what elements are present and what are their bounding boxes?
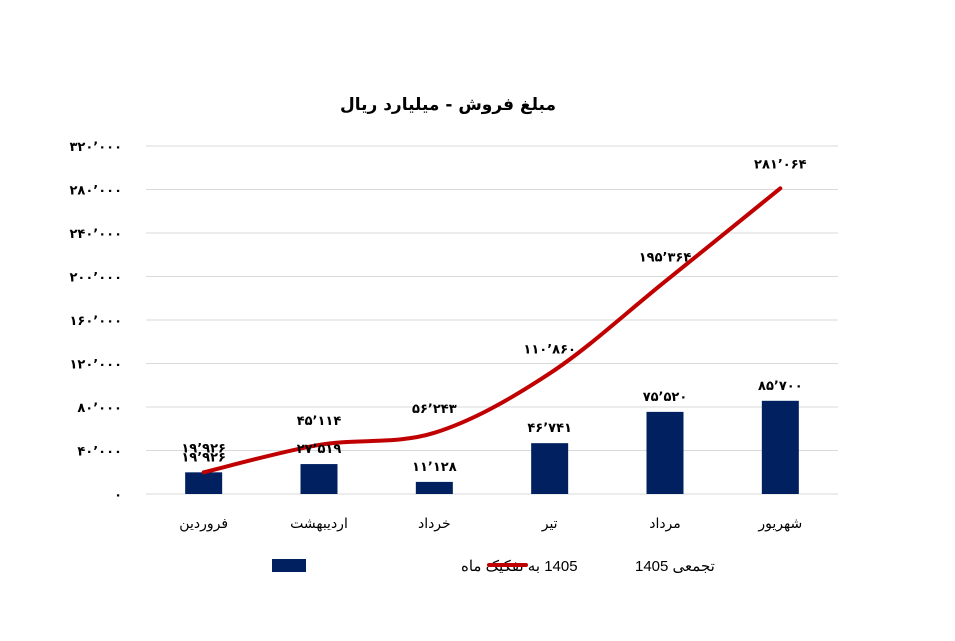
x-tick-label: تیر xyxy=(541,516,558,532)
legend-swatch-bar xyxy=(272,559,306,572)
y-tick-label: ۸۰٬۰۰۰ xyxy=(77,401,122,416)
line-series xyxy=(201,186,783,475)
line-data-label: ۱۹٬۹۲۶ xyxy=(181,441,226,456)
x-tick-label: مرداد xyxy=(649,516,681,532)
line-data-label: ۱۹۵٬۳۶۴ xyxy=(639,251,692,266)
bar xyxy=(646,411,684,494)
bar xyxy=(185,472,223,494)
x-tick-label: اردیبهشت xyxy=(290,516,348,532)
bar xyxy=(300,464,338,494)
x-tick-label: فروردین xyxy=(179,516,228,532)
line-data-label: ۴۵٬۱۱۴ xyxy=(297,414,342,429)
line-data-label: ۵۶٬۲۴۳ xyxy=(412,402,457,417)
legend: 1405 به تفکیک ماه تجمعی 1405 xyxy=(272,558,715,575)
cumulative-line xyxy=(201,186,783,475)
x-axis: فروردین اردیبهشت خرداد تیر مرداد شهریور xyxy=(146,493,838,532)
bar-series xyxy=(185,400,799,494)
y-axis-ticks: ۰ ۴۰٬۰۰۰ ۸۰٬۰۰۰ ۱۲۰٬۰۰۰ ۱۶۰٬۰۰۰ ۲۰۰٬۰۰۰ ۲۴۰٬۰۰… xyxy=(69,140,122,503)
y-tick-label: ۰ xyxy=(114,488,122,503)
line-data-label: ۱۱۰٬۸۶۰ xyxy=(523,342,576,357)
bar xyxy=(761,400,799,494)
legend-label-line: تجمعی 1405 xyxy=(635,558,715,575)
bar-data-label: ۱۹٬۹۲۶ xyxy=(181,450,226,465)
line-data-label: ۲۸۱٬۰۶۴ xyxy=(754,157,807,172)
grid-lines xyxy=(146,145,838,451)
y-tick-label: ۱۲۰٬۰۰۰ xyxy=(69,358,122,373)
data-labels: ۱۹٬۹۲۶ ۲۷٬۵۱۹ ۱۱٬۱۲۸ ۴۶٬۷۴۱ ۷۵٬۵۲۰ ۸۵٬۷۰۰ ۱۹٬۹… xyxy=(181,157,807,475)
bar-data-label: ۸۵٬۷۰۰ xyxy=(758,379,803,394)
x-tick-label: شهریور xyxy=(757,516,802,532)
y-tick-label: ۲۸۰٬۰۰۰ xyxy=(69,184,122,199)
x-tick-label: خرداد xyxy=(418,516,451,532)
bar xyxy=(531,443,569,494)
y-tick-label: ۴۰٬۰۰۰ xyxy=(77,445,122,460)
y-tick-label: ۱۶۰٬۰۰۰ xyxy=(69,314,122,329)
bar-data-label: ۷۵٬۵۲۰ xyxy=(643,390,688,405)
chart-title: مبلغ فروش - میلیارد ریال xyxy=(340,95,556,115)
bar-data-label: ۴۶٬۷۴۱ xyxy=(527,421,572,436)
bar-data-label: ۲۷٬۵۱۹ xyxy=(297,442,342,457)
y-tick-label: ۳۲۰٬۰۰۰ xyxy=(69,140,122,155)
bar xyxy=(415,481,453,494)
y-tick-label: ۲۰۰٬۰۰۰ xyxy=(69,271,122,286)
y-tick-label: ۲۴۰٬۰۰۰ xyxy=(69,227,122,242)
bar-data-label: ۱۱٬۱۲۸ xyxy=(412,460,457,475)
